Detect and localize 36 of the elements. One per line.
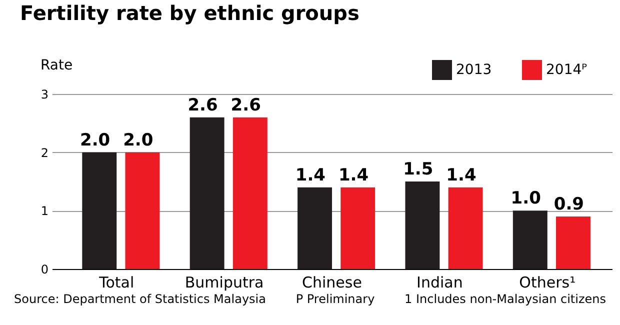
x-tick-label: Others¹	[519, 274, 576, 292]
x-tick-label: Chinese	[302, 274, 362, 292]
x-tick-label: Indian	[416, 274, 463, 292]
bar	[298, 187, 332, 269]
bar	[82, 152, 117, 269]
data-label: 0.9	[554, 194, 584, 214]
bar	[405, 182, 440, 269]
bar	[125, 152, 160, 269]
bar	[232, 117, 268, 269]
data-label: 1.4	[295, 165, 326, 186]
data-label: 1.4	[338, 165, 369, 186]
text: 1 Includes non-Malaysian citizens	[404, 292, 606, 306]
y-axis-title: Rate	[40, 58, 73, 74]
x-tick-label: Bumiputra	[184, 274, 264, 292]
source-note: Source: Department of Statistics Malaysia	[14, 292, 266, 306]
legend-label: 2014ᴾ	[546, 62, 588, 78]
data-label: 1.4	[446, 165, 476, 186]
bar	[340, 187, 376, 269]
data-label: 1.0	[510, 188, 542, 209]
data-label: 1.5	[403, 160, 434, 180]
bar	[556, 216, 590, 269]
bar	[448, 187, 483, 269]
y-tick-label: 2	[40, 146, 48, 160]
data-label: 2.0	[80, 130, 110, 150]
legend-label: 2013	[456, 62, 492, 78]
y-tick-label: 3	[40, 88, 48, 102]
bar	[190, 117, 224, 269]
y-tick-label: 0	[40, 262, 48, 276]
x-tick-label: Total	[98, 274, 134, 292]
text: P Preliminary	[296, 292, 375, 306]
y-tick-label: 1	[40, 204, 48, 218]
data-label: 2.0	[123, 130, 154, 150]
data-label: 2.6	[188, 95, 218, 116]
data-label: 2.6	[230, 95, 261, 116]
chart-title: Fertility rate by ethnic groups	[20, 1, 360, 25]
bar	[512, 210, 548, 269]
